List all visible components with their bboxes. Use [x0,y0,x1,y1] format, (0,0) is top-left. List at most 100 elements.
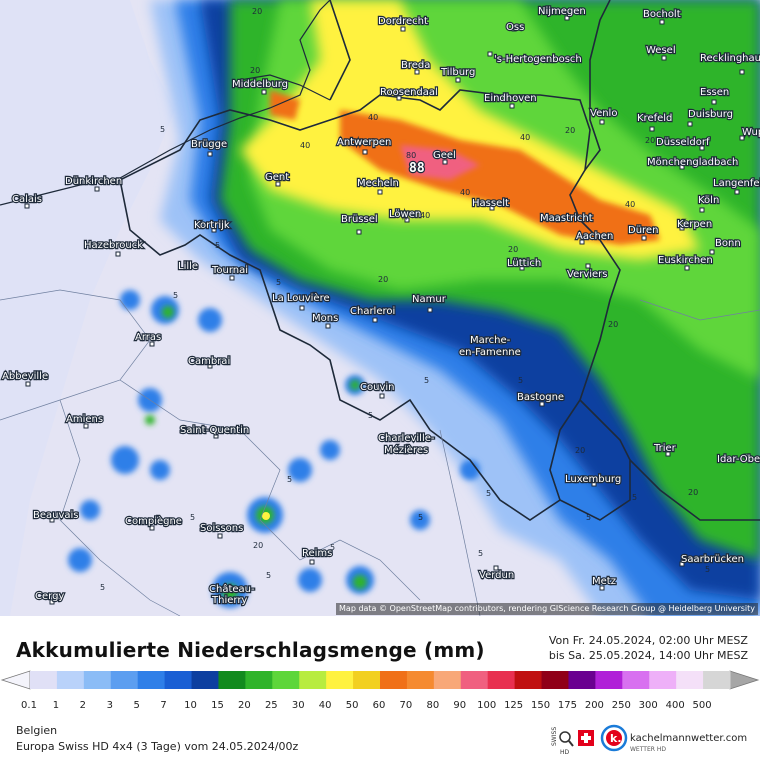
contour-label: 5 [173,291,178,300]
city-recklinghausen[interactable]: Recklinghausen [699,52,760,75]
city-duesseldorf[interactable]: Düsseldorf [655,136,711,151]
city-venlo[interactable]: Venlo [589,107,619,125]
city-antwerpen[interactable]: Antwerpen [336,136,393,155]
city-idar-oberstein[interactable]: Idar-Oberstein [716,453,760,466]
contour-label: 5 [266,571,271,580]
city-breda[interactable]: Breda [400,59,432,75]
legend-label: 300 [639,700,658,711]
city-dordrecht[interactable]: Dordrecht [377,15,429,32]
city-essen[interactable]: Essen [699,86,730,105]
model-label: Europa Swiss HD 4x4 (3 Tage) vom 24.05.2… [16,740,299,753]
svg-text:Saint-Quentin: Saint-Quentin [180,425,249,436]
city-cambrai[interactable]: Cambrai [187,355,231,369]
city-roosendaal[interactable]: Roosendaal [379,86,439,101]
city-charleville-mezieres[interactable]: Charleville-Mézières [377,432,436,457]
city-verdun[interactable]: Verdun [478,565,515,582]
city-metz[interactable]: Metz [591,575,617,591]
contour-label: 5 [705,565,710,574]
legend-swatch [460,671,489,689]
legend-swatch [649,671,677,689]
city-koeln[interactable]: Köln [697,194,720,213]
city-reims[interactable]: Reims [301,547,334,565]
city-moenchengladbach[interactable]: Mönchengladbach [646,156,740,170]
city-wesel[interactable]: Wesel [645,44,677,61]
city-bocholt[interactable]: Bocholt [642,8,682,25]
city-gent[interactable]: Gent [264,171,290,187]
city-maastricht[interactable]: Maastricht [539,212,594,225]
svg-text:Lille: Lille [178,261,198,272]
city-amiens[interactable]: Amiens [65,413,104,429]
map-title: Akkumulierte Niederschlagsmenge (mm) [16,638,485,662]
city-la-louviere[interactable]: La Louvière [271,291,331,311]
region-label: Belgien [16,724,58,737]
contour-label: 20 [565,126,575,135]
city-charleroi[interactable]: Charleroi [349,305,396,323]
city-duenkirchen[interactable]: Dünkirchen [64,175,123,192]
legend-swatch [83,671,112,689]
city-trier[interactable]: Trier [652,442,678,457]
city-oss[interactable]: Oss [505,21,526,34]
city-mecheln[interactable]: Mecheln [356,177,400,195]
city-nijmegen[interactable]: Nijmegen [537,5,587,21]
admin-borders [0,289,760,616]
city-abbeville[interactable]: Abbeville [1,370,49,387]
city-marche-en-famenne[interactable]: Marche-en-Famenne [458,334,522,359]
contour-label: 40 [368,113,378,122]
svg-text:Essen: Essen [700,87,729,98]
city-duisburg[interactable]: Duisburg [687,108,734,127]
contour-label: 20 [378,275,388,284]
legend-label: 60 [373,700,386,711]
city-calais[interactable]: Calais [11,193,43,209]
city-bonn[interactable]: Bonn [709,237,742,255]
legend-label: 100 [477,700,496,711]
city-saarbruecken[interactable]: Saarbrücken [679,553,745,567]
city-lille[interactable]: Lille [177,260,199,273]
city-beauvais[interactable]: Beauvais [32,509,80,523]
city-krefeld[interactable]: Krefeld [636,112,674,132]
city-hazebrouck[interactable]: Hazebrouck [83,239,144,257]
legend-labels: 0.1 1 2 3 5 7 10 15 20 25 30 40 50 60 70 80 90 100 125 150 1… [21,700,712,711]
city-kerpen[interactable]: Kerpen [676,218,714,231]
svg-text:Middelburg: Middelburg [232,79,288,90]
city-geel[interactable]: Geel [432,149,457,165]
city-tournai[interactable]: Tournai [210,264,249,281]
city-kortrijk[interactable]: Kortrijk [193,219,231,233]
city-bastogne[interactable]: Bastogne [516,391,565,407]
legend-label: 80 [426,700,439,711]
contour-label: 5 [100,583,105,592]
city-bruessel[interactable]: Brüssel [340,213,379,235]
svg-text:Bastogne: Bastogne [517,392,564,403]
city-luxemburg[interactable]: Luxemburg [564,473,622,487]
city-bruegge[interactable]: Brügge [190,138,228,157]
contour-label: 5 [287,475,292,484]
city-couvin[interactable]: Couvin [359,381,396,399]
city-shertogenbosch[interactable]: 's-Hertogenbosch [487,51,583,66]
city-chateau-thierry[interactable]: Château-Thierry [208,582,256,607]
city-saint-quentin[interactable]: Saint-Quentin [179,424,250,439]
city-verviers[interactable]: Verviers [566,263,609,281]
city-hasselt[interactable]: Hasselt [471,197,510,211]
city-loewen[interactable]: Löwen [388,208,422,223]
city-luettich[interactable]: Lüttich [506,257,542,271]
contour-label: 80 [406,151,416,160]
precipitation-map[interactable]: 20 20 5 5 40 40 40 40 20 20 80 40 20 40 … [0,0,760,616]
city-mons[interactable]: Mons [311,312,339,329]
city-middelburg[interactable]: Middelburg [231,78,289,95]
svg-text:Dordrecht: Dordrecht [378,16,428,27]
legend-swatch [30,671,58,689]
city-tilburg[interactable]: Tilburg [439,66,477,83]
city-dueren[interactable]: Düren [627,224,660,241]
city-aachen[interactable]: Aachen [575,230,614,245]
brand-logos[interactable]: SWISS HD k. kachelmannwetter.com WETTER … [548,724,758,756]
city-namur[interactable]: Namur [411,293,448,313]
city-eindhoven[interactable]: Eindhoven [483,92,538,109]
city-wuppertal[interactable]: Wuppertal [739,126,760,141]
city-arras[interactable]: Arras [134,331,162,347]
svg-text:Bocholt: Bocholt [643,9,681,20]
legend-swatch [164,671,193,689]
city-compiegne[interactable]: Compiègne [124,514,183,531]
city-cergy[interactable]: Cergy [34,590,66,605]
city-euskirchen[interactable]: Euskirchen [657,254,714,271]
city-langenfeld[interactable]: Langenfeld [712,177,760,195]
city-soissons[interactable]: Soissons [199,522,245,539]
